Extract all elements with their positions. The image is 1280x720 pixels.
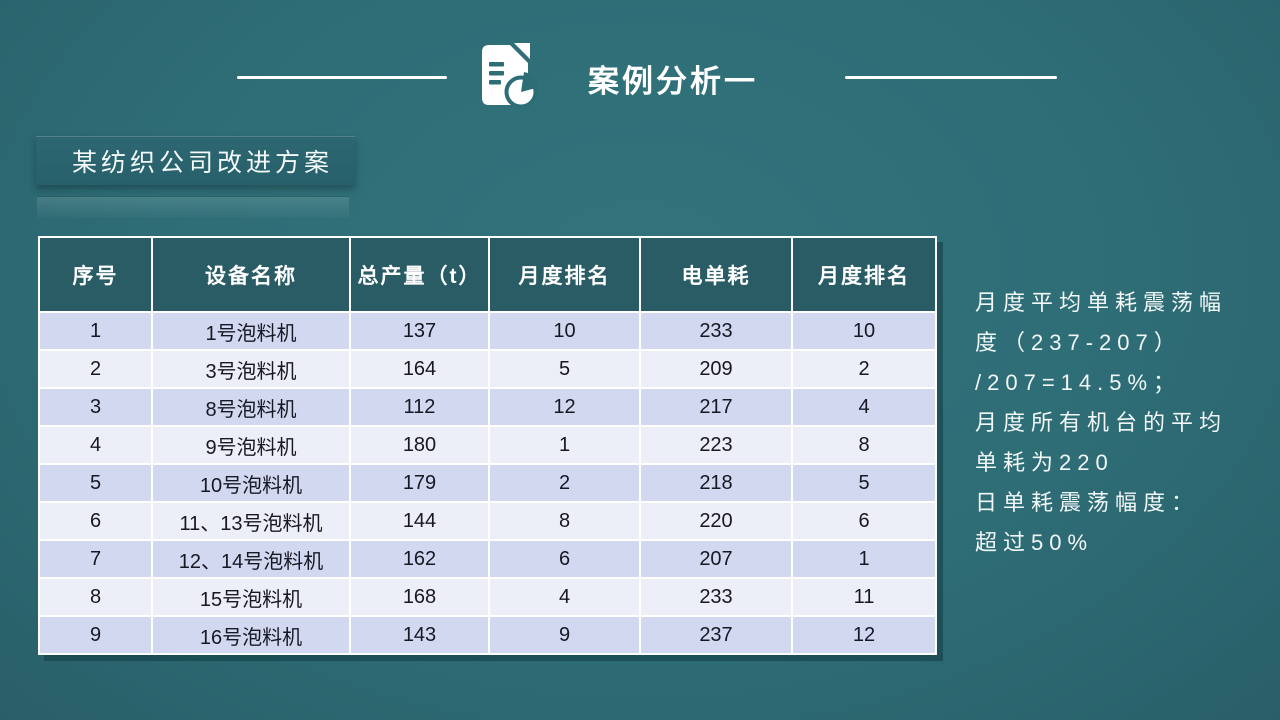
table-header-cell: 月度排名: [488, 236, 641, 313]
notes-panel: 月度平均单耗震荡幅 度（237-207） /207=14.5%； 月度所有机台的平均单…: [975, 283, 1275, 563]
table-cell: 237: [639, 615, 793, 655]
table-cell: 168: [349, 577, 490, 617]
subtitle-label: 某纺织公司改进方案: [72, 149, 334, 177]
table-cell: 8: [488, 501, 641, 541]
table-header-cell: 序号: [38, 236, 153, 313]
table-cell: 8: [791, 425, 937, 465]
table-cell: 6: [791, 501, 937, 541]
table-cell: 144: [349, 501, 490, 541]
table-cell: 3: [38, 387, 153, 427]
table-cell: 6: [38, 501, 153, 541]
table-row: 2 3号泡料机 164 5 209 2: [38, 349, 937, 389]
table-cell: 10: [488, 311, 641, 351]
table-header-cell: 月度排名: [791, 236, 937, 313]
table-row: 1 1号泡料机 137 10 233 10: [38, 311, 937, 351]
table-cell: 220: [639, 501, 793, 541]
table-cell: 8: [38, 577, 153, 617]
table-cell: 6: [488, 539, 641, 579]
subtitle-box: 某纺织公司改进方案: [36, 136, 355, 185]
table-cell: 217: [639, 387, 793, 427]
table-cell: 162: [349, 539, 490, 579]
table-cell: 9: [488, 615, 641, 655]
note-line: 超过50%: [975, 530, 1094, 555]
document-chart-icon: [464, 42, 546, 119]
table-cell: 1: [791, 539, 937, 579]
title-left-divider: [237, 76, 447, 79]
note-line: 单耗为220: [975, 450, 1114, 475]
table-cell: 112: [349, 387, 490, 427]
data-table: 序号 设备名称 总产量（t） 月度排名 电单耗 月度排名 1 1号泡料机 137 10 233 10…: [38, 236, 937, 655]
page-title: 案例分析一: [588, 64, 758, 99]
note-line: 月度平均单耗震荡幅: [975, 290, 1228, 315]
table-row: 9 16号泡料机 143 9 237 12: [38, 615, 937, 655]
table-cell: 164: [349, 349, 490, 389]
table-cell: 2: [38, 349, 153, 389]
table-cell: 12、14号泡料机: [151, 539, 351, 579]
table-cell: 2: [791, 349, 937, 389]
table-cell: 179: [349, 463, 490, 503]
table-cell: 143: [349, 615, 490, 655]
table-cell: 10号泡料机: [151, 463, 351, 503]
table-cell: 16号泡料机: [151, 615, 351, 655]
table-header-cell: 设备名称: [151, 236, 351, 313]
table-cell: 9: [38, 615, 153, 655]
table-cell: 233: [639, 311, 793, 351]
table-cell: 137: [349, 311, 490, 351]
table-cell: 4: [38, 425, 153, 465]
table-cell: 11: [791, 577, 937, 617]
table-row: 4 9号泡料机 180 1 223 8: [38, 425, 937, 465]
table-cell: 2: [488, 463, 641, 503]
table-cell: 1号泡料机: [151, 311, 351, 351]
table-cell: 11、13号泡料机: [151, 501, 351, 541]
table-cell: 5: [791, 463, 937, 503]
subtitle-echo-bar: [37, 196, 349, 218]
table-cell: 7: [38, 539, 153, 579]
table-row: 7 12、14号泡料机 162 6 207 1: [38, 539, 937, 579]
table-cell: 233: [639, 577, 793, 617]
note-line: /207=14.5%；: [975, 370, 1182, 395]
table-row: 8 15号泡料机 168 4 233 11: [38, 577, 937, 617]
table-row: 5 10号泡料机 179 2 218 5: [38, 463, 937, 503]
table-row: 3 8号泡料机 112 12 217 4: [38, 387, 937, 427]
table-cell: 8号泡料机: [151, 387, 351, 427]
table-cell: 1: [38, 311, 153, 351]
table-cell: 12: [791, 615, 937, 655]
table-cell: 4: [488, 577, 641, 617]
title-right-divider: [845, 76, 1057, 79]
table-cell: 5: [38, 463, 153, 503]
table-cell: 10: [791, 311, 937, 351]
table-cell: 207: [639, 539, 793, 579]
table-cell: 12: [488, 387, 641, 427]
table-row: 6 11、13号泡料机 144 8 220 6: [38, 501, 937, 541]
note-line: 度（237-207）: [975, 330, 1182, 355]
table-cell: 3号泡料机: [151, 349, 351, 389]
table-body: 1 1号泡料机 137 10 233 10 2 3号泡料机 164 5 209 2 3 8号泡料机 112 1…: [38, 311, 937, 655]
table-cell: 180: [349, 425, 490, 465]
table-cell: 209: [639, 349, 793, 389]
table-cell: 1: [488, 425, 641, 465]
table-cell: 223: [639, 425, 793, 465]
table-header-cell: 电单耗: [639, 236, 793, 313]
note-line: 日单耗震荡幅度：: [975, 490, 1200, 515]
table-cell: 218: [639, 463, 793, 503]
table-cell: 5: [488, 349, 641, 389]
table-cell: 4: [791, 387, 937, 427]
table-cell: 9号泡料机: [151, 425, 351, 465]
table-container: 序号 设备名称 总产量（t） 月度排名 电单耗 月度排名 1 1号泡料机 137 10 233 10…: [38, 236, 937, 655]
table-header-row: 序号 设备名称 总产量（t） 月度排名 电单耗 月度排名: [38, 236, 937, 313]
table-header-cell: 总产量（t）: [349, 236, 490, 313]
table-cell: 15号泡料机: [151, 577, 351, 617]
note-line: 月度所有机台的平均: [975, 410, 1228, 435]
